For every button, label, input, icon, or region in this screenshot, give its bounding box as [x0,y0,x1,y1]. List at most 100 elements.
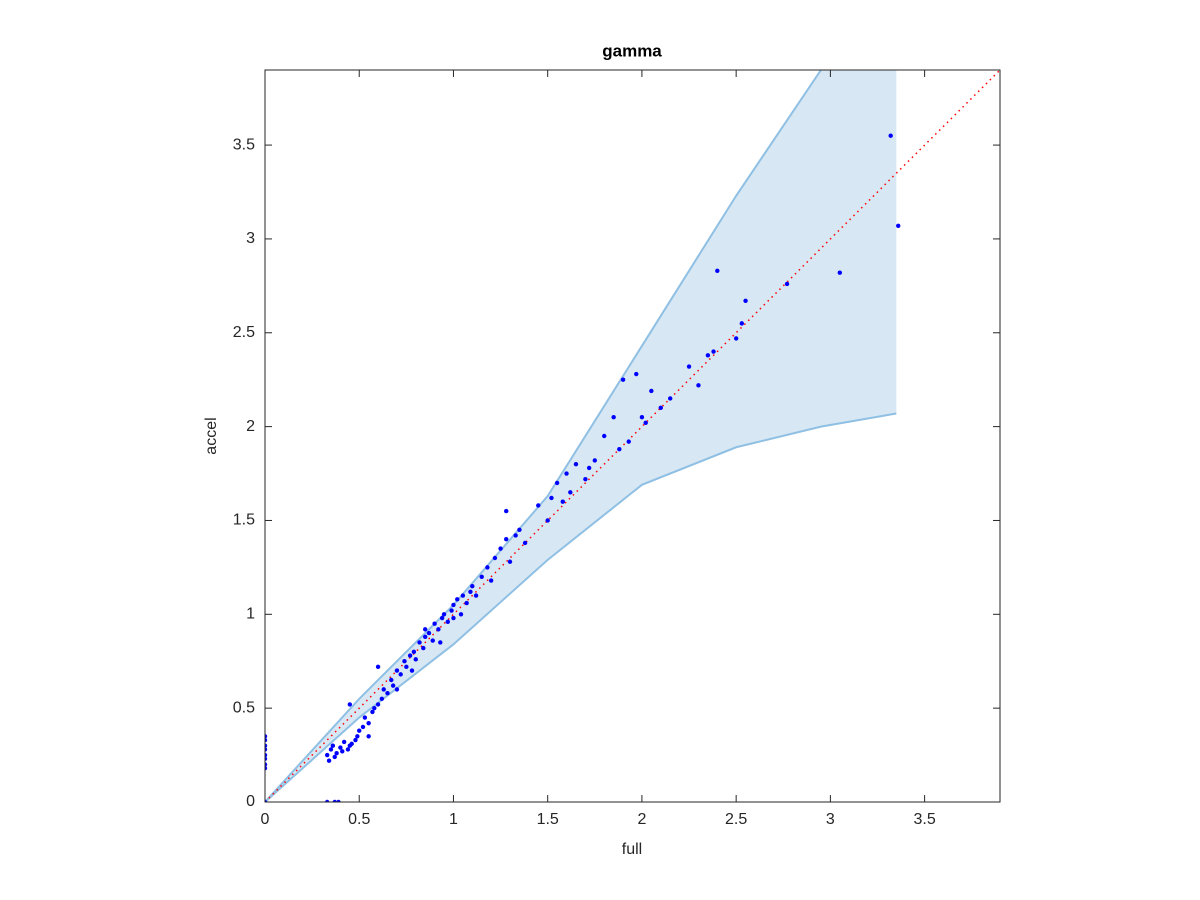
point [411,649,417,655]
point [626,439,631,444]
point [667,396,673,401]
point [507,559,513,564]
point [617,446,622,452]
point [554,480,560,486]
point [639,415,645,420]
point [686,364,692,369]
point [398,672,403,677]
point [536,503,541,508]
y-tick-label: 1.5 [233,512,255,529]
y-tick-label: 0.5 [233,699,255,716]
y-axis-label: accel [203,417,220,454]
point [330,743,336,748]
point [743,298,748,304]
point [324,752,330,758]
point [634,371,639,377]
point [407,653,413,658]
point [455,597,460,602]
point [265,766,268,771]
point [357,728,362,733]
point [381,687,386,692]
point [449,608,454,613]
point [837,270,843,275]
point [458,612,464,617]
point [265,762,268,767]
point [326,758,332,763]
point [649,388,654,394]
point [705,353,711,358]
y-tick-label: 2 [246,418,255,435]
point [564,471,569,476]
point [390,683,396,688]
x-tick-label: 0.5 [348,811,370,828]
point [336,799,341,802]
point [643,420,648,426]
point [441,612,447,617]
point [715,268,720,274]
point [265,743,268,748]
y-tick-label: 2.5 [233,324,255,341]
band-area [265,70,897,802]
point [485,565,490,570]
point [470,583,475,589]
point [413,657,418,662]
point [409,668,415,673]
point [445,619,451,625]
point [592,458,598,463]
x-axis-label: full [622,841,642,858]
point [265,747,268,752]
point [620,377,626,382]
point [426,630,432,636]
point [451,615,456,621]
x-tick-label: 2.5 [725,811,747,828]
point [328,747,334,752]
point [332,754,337,760]
point [439,615,445,621]
point [347,702,353,707]
point [366,734,371,739]
point [432,621,437,626]
point [549,495,554,501]
point [417,640,422,645]
point [265,737,268,743]
point [385,690,390,696]
point [422,634,428,640]
point [560,499,565,504]
point [394,687,400,692]
x-tick-label: 3.5 [913,811,935,828]
point [436,627,441,632]
point [573,461,579,467]
point [733,336,739,341]
axes: 0 0.5 1 1.5 2 2.5 3 3.5 0 0.5 1 1.5 2 2.5 3 3.5 [233,69,1001,828]
point [422,627,428,632]
point [345,747,351,752]
plot-area [265,70,1000,802]
axes-box [264,69,1001,803]
point [324,799,330,802]
point [389,677,394,683]
y-tick-label: 3 [246,230,255,247]
point [545,518,550,523]
point [711,349,716,354]
point [517,527,522,533]
point [696,383,701,388]
point [375,664,381,670]
point [347,743,353,748]
y-tick-label: 3.5 [233,136,255,153]
point [473,593,479,598]
point [340,749,345,754]
point [464,600,469,606]
point [438,640,443,645]
point [784,281,790,287]
point [265,752,268,758]
point [460,593,466,598]
point [513,533,518,538]
diagonal-line [265,70,1000,802]
point [265,756,268,762]
point [372,705,377,711]
y-tick-label: 0 [246,793,255,810]
point [265,734,268,739]
point [468,589,473,594]
point [362,715,368,720]
